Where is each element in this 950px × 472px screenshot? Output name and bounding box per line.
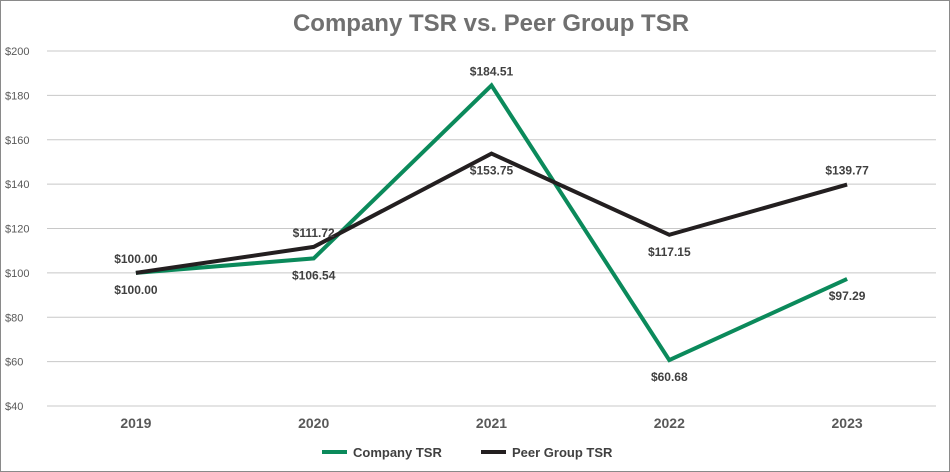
legend-label: Company TSR [353, 445, 442, 460]
data-label: $184.51 [470, 64, 514, 78]
y-tick-label: $120 [5, 224, 29, 236]
x-tick-label: 2021 [476, 415, 507, 431]
series-line-0 [135, 82, 848, 363]
legend: Company TSR Peer Group TSR [322, 445, 613, 460]
y-axis-ticks: $40 $60 $80 $100 $120 $140 $160 $180 $200 [5, 46, 29, 413]
data-label: $60.68 [651, 370, 688, 384]
x-tick-label: 2020 [298, 415, 329, 431]
data-label: $100.00 [114, 283, 158, 297]
y-tick-label: $180 [5, 90, 29, 102]
data-label: $111.72 [293, 226, 335, 240]
data-label: $100.00 [114, 252, 158, 266]
data-label: $153.75 [470, 164, 514, 178]
data-label: $139.77 [825, 164, 869, 178]
data-labels: $100.00 $106.54 $184.51 $60.68 $97.29 $100.00… [114, 64, 869, 384]
y-tick-label: $140 [5, 179, 29, 191]
y-tick-label: $160 [5, 135, 29, 147]
data-label: $97.29 [829, 289, 866, 303]
x-tick-label: 2022 [654, 415, 685, 431]
y-tick-label: $60 [5, 357, 23, 369]
gridlines [47, 50, 936, 407]
series-lines [135, 82, 848, 363]
chart-title: Company TSR vs. Peer Group TSR [293, 10, 689, 37]
legend-label: Peer Group TSR [512, 445, 613, 460]
y-tick-label: $40 [5, 401, 23, 413]
x-tick-label: 2019 [120, 415, 151, 431]
y-tick-label: $80 [5, 312, 23, 324]
series-line-1 [135, 151, 848, 275]
x-tick-label: 2023 [832, 415, 863, 431]
data-label: $117.15 [648, 245, 691, 259]
y-tick-label: $100 [5, 268, 29, 280]
data-label: $106.54 [292, 268, 336, 282]
x-axis-ticks: 2019 2020 2021 2022 2023 [120, 415, 863, 431]
y-tick-label: $200 [5, 46, 29, 58]
